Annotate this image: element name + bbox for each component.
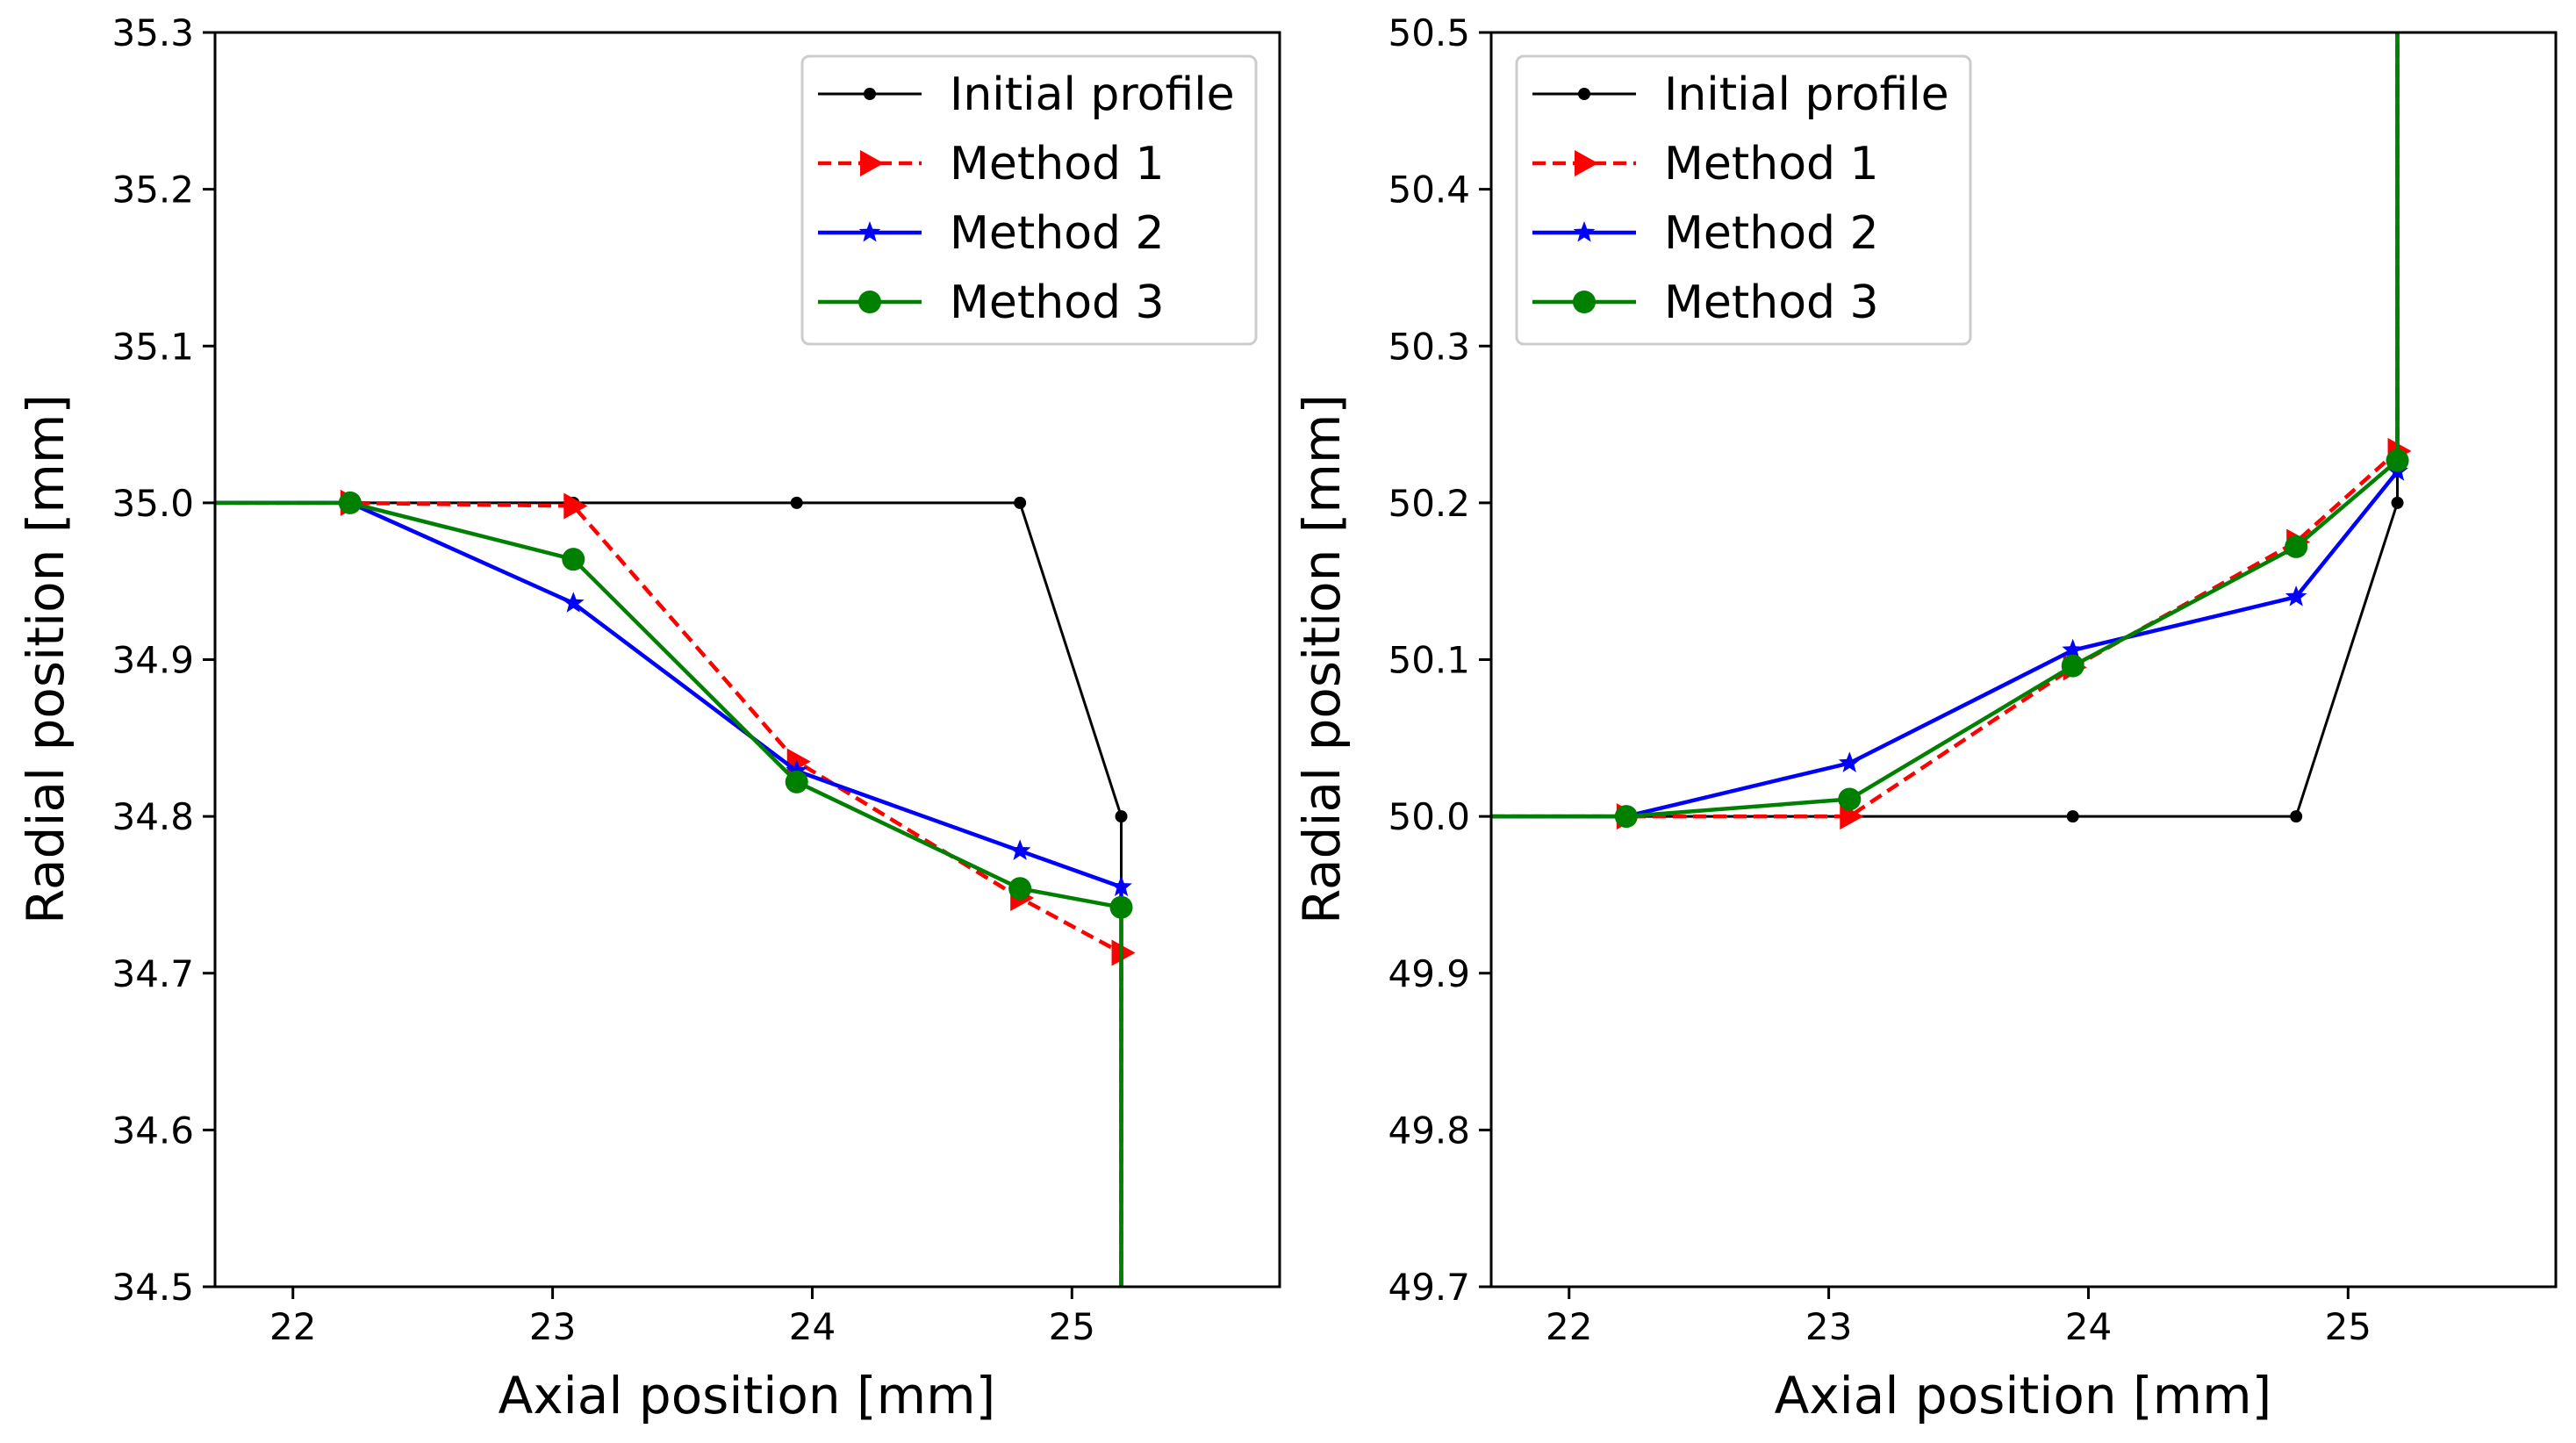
left-y-tick-label: 34.5 <box>111 1266 194 1309</box>
left-marker-initial-profile-4 <box>1014 496 1027 509</box>
right-y-tick-label: 50.2 <box>1388 482 1470 525</box>
right-x-tick-label: 23 <box>1805 1305 1852 1348</box>
left-y-tick-label: 34.9 <box>111 639 194 682</box>
right-x-tick-label: 25 <box>2325 1305 2371 1348</box>
right-y-axis-label: Radial position [mm] <box>1292 394 1352 924</box>
left-y-ticks: 34.5 34.6 34.7 34.8 34.9 35.0 35.1 35.2 35.3 <box>111 11 215 1309</box>
right-x-tick-label: 22 <box>1546 1305 1592 1348</box>
left-legend-box <box>800 54 1258 346</box>
left-marker-method-1-5 <box>1111 939 1136 966</box>
left-marker-method-2-2 <box>562 592 585 613</box>
left-legend-label-method-1: Method 1 <box>950 138 1165 190</box>
right-chart-panel: 22 23 24 25 49.7 49.8 49.9 50.0 50.1 50.2 50.3 50.… <box>1292 11 2558 1425</box>
left-y-tick-label: 35.3 <box>111 11 194 54</box>
left-series-method-1 <box>215 489 1136 1287</box>
right-y-ticks: 49.7 49.8 49.9 50.0 50.1 50.2 50.3 50.4 50.5 <box>1388 11 1491 1309</box>
right-y-tick-label: 50.4 <box>1388 169 1470 212</box>
right-marker-method-3-2 <box>1838 787 1862 811</box>
left-x-tick-label: 23 <box>529 1305 576 1348</box>
right-marker-method-2-3 <box>2062 638 2084 660</box>
left-y-tick-label: 35.1 <box>111 325 194 368</box>
left-x-tick-label: 24 <box>789 1305 836 1348</box>
left-legend-marker-initial-profile <box>864 88 876 100</box>
right-y-tick-label: 50.1 <box>1388 639 1470 682</box>
left-marker-method-3-1 <box>338 491 362 514</box>
right-marker-method-3-1 <box>1614 805 1638 829</box>
right-y-tick-label: 50.5 <box>1388 11 1470 54</box>
right-y-tick-label: 49.9 <box>1388 952 1470 995</box>
right-legend-label-initial-profile: Initial profile <box>1664 68 1949 121</box>
left-x-ticks: 22 23 24 25 <box>269 1287 1095 1348</box>
left-marker-method-3-5 <box>1109 895 1133 919</box>
left-legend-label-method-2: Method 2 <box>950 207 1165 260</box>
left-line-method-3 <box>215 500 1123 1287</box>
right-marker-method-3-3 <box>2061 654 2084 678</box>
left-marker-method-2-5 <box>1110 875 1132 896</box>
right-series-layer <box>1491 32 2412 830</box>
left-marker-method-3-4 <box>1008 877 1032 901</box>
right-marker-initial-profile-5 <box>2391 496 2404 509</box>
left-legend-marker-method-3 <box>858 291 881 313</box>
left-y-tick-label: 34.8 <box>111 795 194 838</box>
left-y-tick-label: 34.6 <box>111 1109 194 1152</box>
right-x-ticks: 22 23 24 25 <box>1546 1287 2371 1348</box>
right-x-axis-label: Axial position [mm] <box>1775 1366 2272 1425</box>
left-legend-label-initial-profile: Initial profile <box>950 68 1235 121</box>
right-legend-box <box>1515 54 1972 346</box>
left-legend: Initial profile Method 1 Method 2 Method… <box>800 54 1258 346</box>
left-y-tick-label: 34.7 <box>111 952 194 995</box>
left-series-method-3 <box>215 491 1133 1287</box>
right-legend-label-method-3: Method 3 <box>1664 276 1879 329</box>
right-legend: Initial profile Method 1 Method 2 Method… <box>1515 54 1972 346</box>
right-legend-marker-initial-profile <box>1578 88 1590 100</box>
right-y-tick-label: 49.8 <box>1388 1109 1470 1152</box>
right-marker-method-3-5 <box>2386 449 2409 472</box>
right-legend-handles <box>1532 88 1636 313</box>
left-y-axis-label: Radial position [mm] <box>16 394 75 924</box>
right-legend-marker-method-3 <box>1573 291 1596 313</box>
left-x-tick-label: 22 <box>269 1305 316 1348</box>
left-marker-method-2-4 <box>1008 839 1031 860</box>
left-marker-initial-profile-5 <box>1115 810 1128 823</box>
left-legend-handles <box>818 88 922 313</box>
left-marker-method-1-2 <box>563 492 588 520</box>
left-marker-method-3-2 <box>562 548 585 571</box>
left-marker-method-3-3 <box>785 770 808 793</box>
right-legend-marker-method-1 <box>1575 150 1598 176</box>
right-series-method-3 <box>1491 32 2409 829</box>
right-y-tick-label: 50.3 <box>1388 325 1470 368</box>
right-legend-label-method-1: Method 1 <box>1664 138 1879 190</box>
left-legend-marker-method-2 <box>858 221 881 242</box>
right-y-tick-label: 50.0 <box>1388 795 1470 838</box>
left-line-method-1 <box>215 500 1123 1287</box>
right-marker-initial-profile-4 <box>2290 810 2303 823</box>
right-marker-method-3-4 <box>2285 535 2308 558</box>
left-x-axis-label: Axial position [mm] <box>499 1366 996 1425</box>
left-series-method-2 <box>215 491 1132 1287</box>
left-chart-panel: 22 23 24 25 34.5 34.6 34.7 34.8 34.9 35.0 35.1 35.… <box>16 11 1281 1425</box>
right-legend-label-method-2: Method 2 <box>1664 207 1879 260</box>
right-marker-method-2-4 <box>2285 585 2307 607</box>
left-y-tick-label: 35.0 <box>111 482 194 525</box>
left-y-tick-label: 35.2 <box>111 169 194 212</box>
left-marker-initial-profile-3 <box>790 496 803 509</box>
left-legend-label-method-3: Method 3 <box>950 276 1165 329</box>
left-legend-marker-method-1 <box>860 150 884 176</box>
left-series-layer <box>215 489 1136 1287</box>
left-x-tick-label: 25 <box>1049 1305 1095 1348</box>
right-legend-marker-method-2 <box>1573 221 1596 242</box>
left-line-initial-profile <box>215 501 1123 1287</box>
right-x-tick-label: 24 <box>2065 1305 2112 1348</box>
right-marker-initial-profile-3 <box>2066 810 2079 823</box>
left-line-method-2 <box>215 500 1123 1287</box>
right-y-tick-label: 49.7 <box>1388 1266 1470 1309</box>
right-marker-method-2-2 <box>1838 751 1861 772</box>
left-marker-method-2-3 <box>786 759 808 780</box>
